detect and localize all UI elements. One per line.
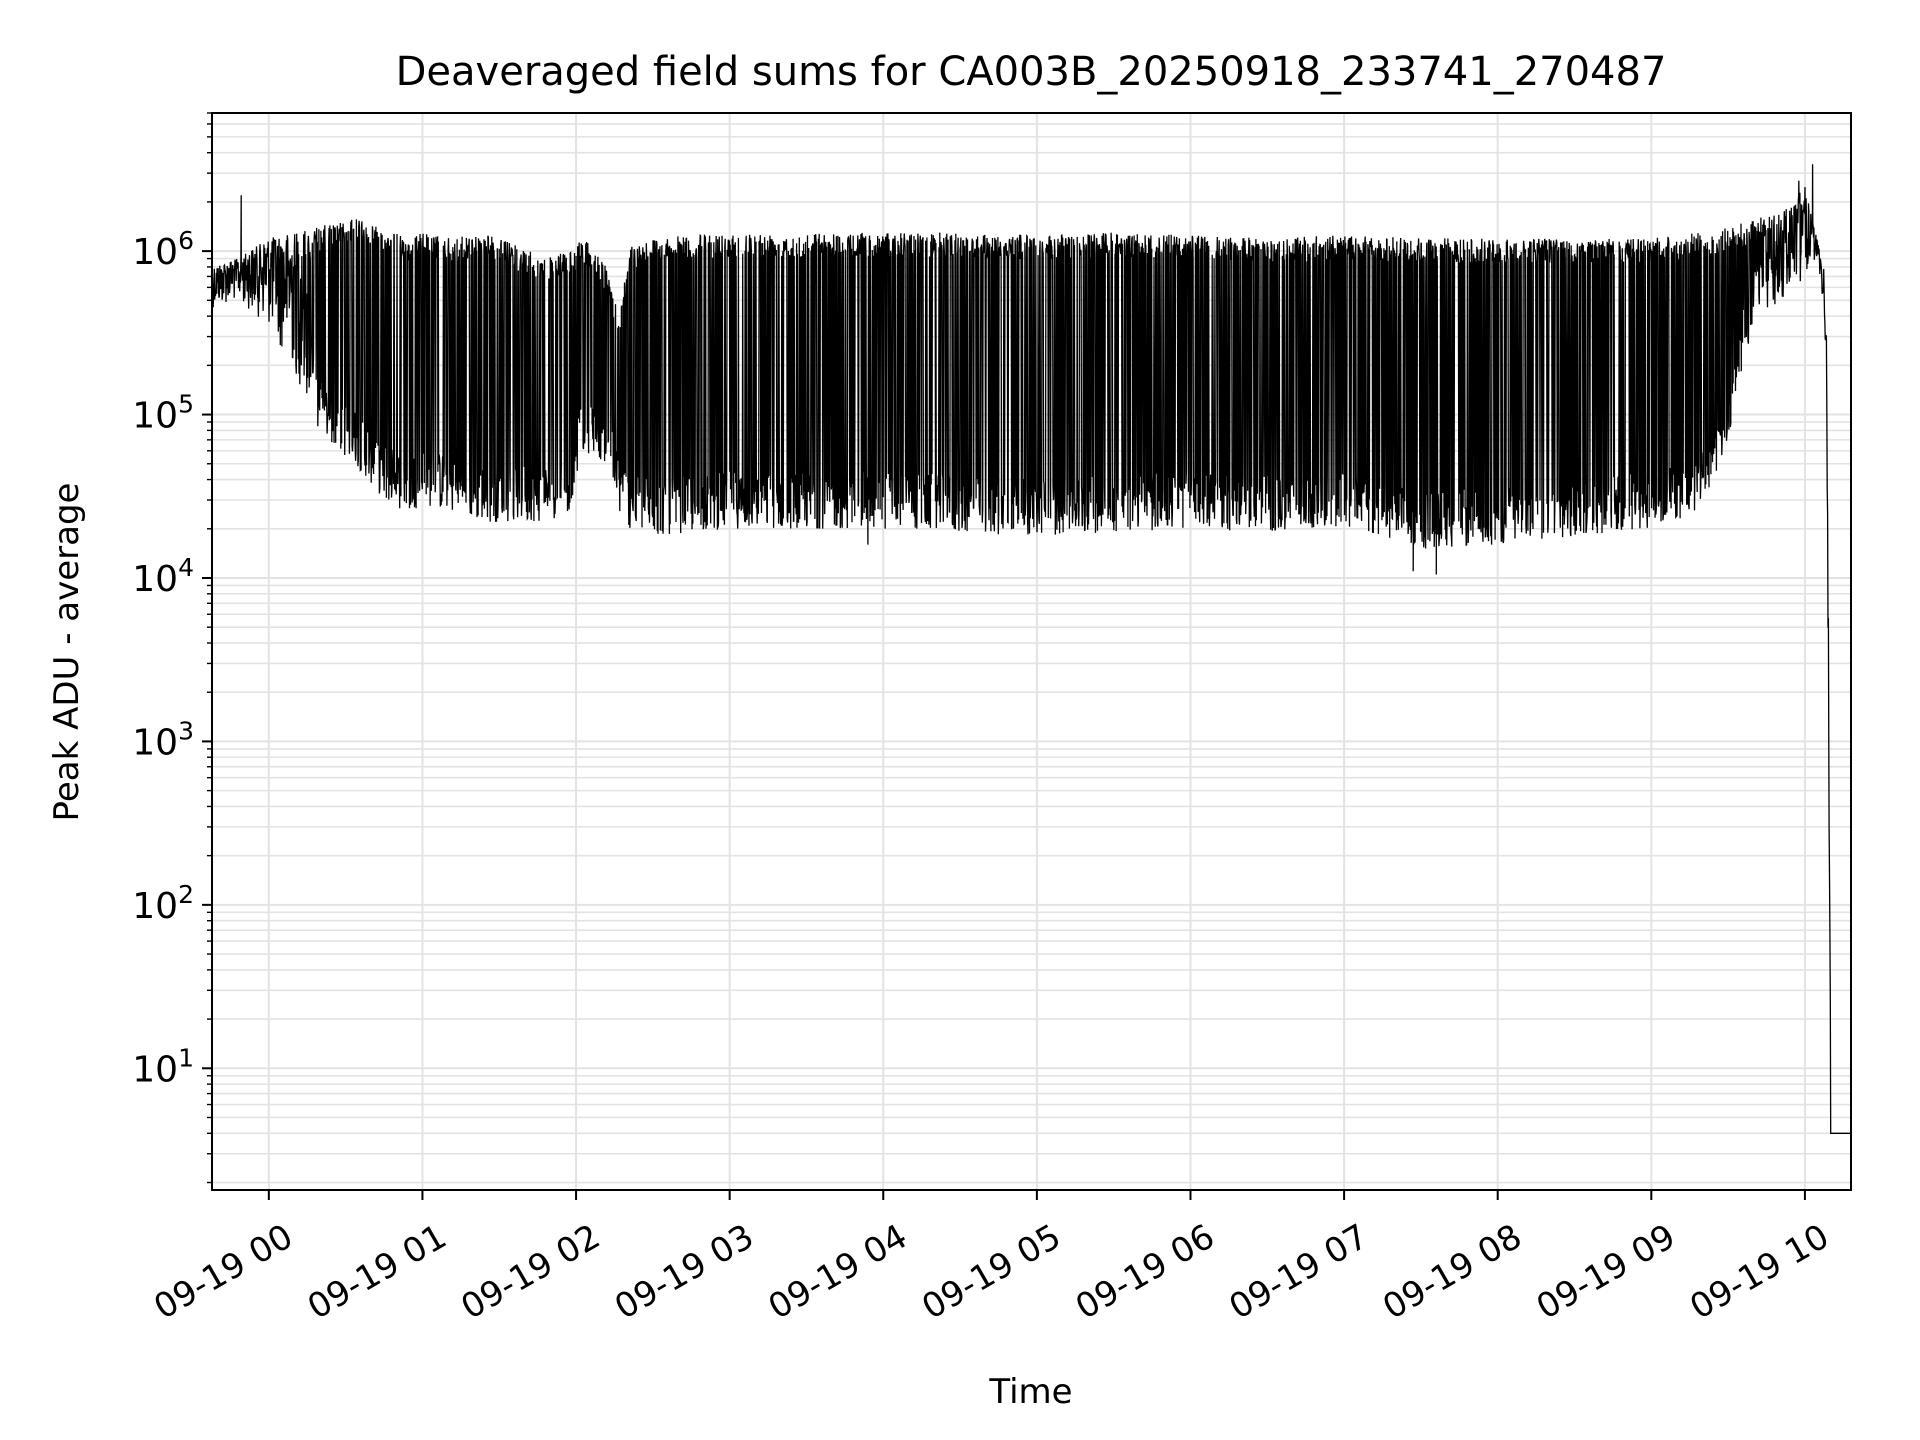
y-tick-label: 104 xyxy=(132,553,194,600)
series-line xyxy=(211,164,1851,1134)
y-tick-label: 103 xyxy=(132,716,194,763)
chart-title: Deaveraged field sums for CA003B_2025091… xyxy=(396,49,1667,95)
y-tick-label: 105 xyxy=(132,390,194,437)
y-tick-label: 101 xyxy=(132,1043,194,1090)
series-layer xyxy=(211,164,1851,1134)
plot-frame xyxy=(211,112,1852,1191)
y-tick-label: 102 xyxy=(132,880,194,927)
y-axis-label: Peak ADU - average xyxy=(47,483,87,822)
y-tick-label: 106 xyxy=(132,226,194,273)
x-axis-label: Time xyxy=(988,1372,1072,1412)
